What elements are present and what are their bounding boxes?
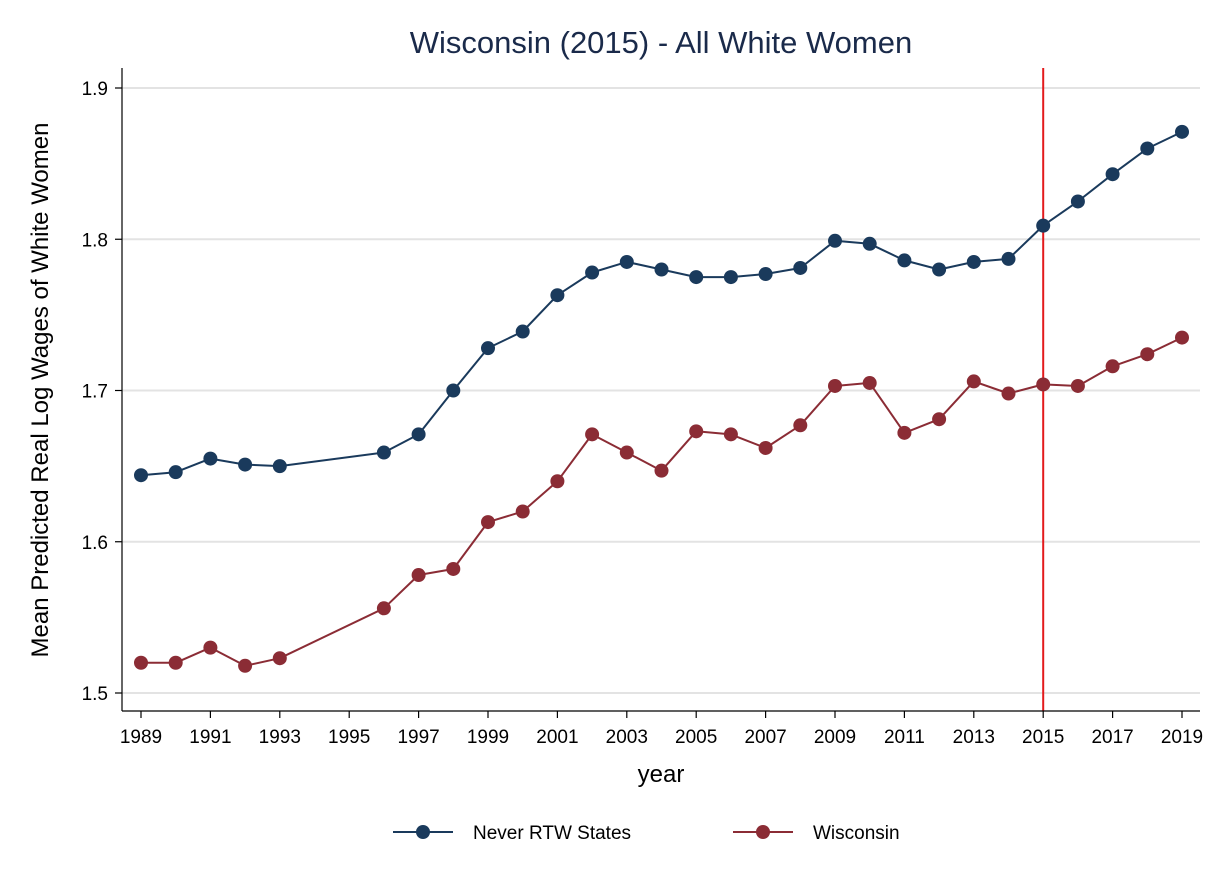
data-point bbox=[1036, 377, 1051, 392]
axes bbox=[121, 68, 1200, 712]
data-point bbox=[411, 568, 426, 583]
data-point bbox=[134, 468, 148, 483]
x-ticks: 1989 1991 1993 1995 1997 1999 2001 2003 2005 2007… bbox=[120, 711, 1203, 748]
x-tick-label: 1995 bbox=[328, 727, 370, 748]
legend-label-never-rtw: Never RTW States bbox=[473, 823, 631, 844]
data-point bbox=[932, 262, 947, 277]
data-point bbox=[723, 270, 738, 285]
data-point bbox=[1070, 378, 1085, 393]
x-tick-label: 2005 bbox=[675, 727, 717, 748]
data-point bbox=[272, 651, 287, 666]
data-point bbox=[1105, 167, 1120, 182]
x-axis-title: year bbox=[638, 761, 685, 788]
data-point bbox=[758, 267, 773, 282]
x-tick-label: 1991 bbox=[189, 727, 231, 748]
data-point bbox=[1001, 386, 1016, 401]
data-point bbox=[168, 465, 183, 480]
x-tick-label: 2001 bbox=[536, 727, 578, 748]
legend-swatch-marker bbox=[416, 825, 430, 839]
series-never-rtw-states bbox=[134, 124, 1189, 483]
data-point bbox=[203, 451, 218, 466]
data-point bbox=[828, 233, 842, 248]
x-tick-label: 2011 bbox=[884, 727, 925, 748]
x-tick-label: 1989 bbox=[120, 727, 162, 748]
series-wisconsin bbox=[134, 330, 1189, 673]
legend-item-never-rtw: Never RTW States bbox=[393, 823, 631, 844]
data-point bbox=[376, 445, 391, 460]
data-point bbox=[654, 262, 669, 277]
data-point bbox=[134, 655, 148, 670]
x-tick-label: 2009 bbox=[814, 727, 856, 748]
x-tick-label: 1993 bbox=[259, 727, 301, 748]
legend-item-wisconsin: Wisconsin bbox=[733, 823, 900, 844]
y-tick-label: 1.7 bbox=[82, 382, 108, 403]
x-tick-label: 2015 bbox=[1022, 727, 1064, 748]
data-point bbox=[828, 378, 842, 393]
data-point bbox=[862, 375, 877, 390]
data-point bbox=[168, 655, 183, 670]
x-tick-label: 2017 bbox=[1091, 727, 1133, 748]
data-point bbox=[376, 601, 391, 616]
data-point bbox=[619, 445, 634, 460]
data-point bbox=[1175, 124, 1189, 139]
data-point bbox=[897, 425, 912, 440]
data-point bbox=[897, 253, 912, 268]
chart-title: Wisconsin (2015) - All White Women bbox=[410, 25, 912, 60]
data-point bbox=[550, 288, 565, 303]
data-point bbox=[411, 427, 426, 442]
x-tick-label: 1997 bbox=[397, 727, 439, 748]
data-point bbox=[481, 515, 495, 530]
data-point bbox=[585, 427, 600, 442]
data-point bbox=[1036, 218, 1051, 233]
data-point bbox=[585, 265, 600, 280]
legend-swatch-marker bbox=[756, 825, 770, 839]
data-point bbox=[272, 459, 287, 474]
data-point bbox=[203, 640, 218, 655]
legend-label-wisconsin: Wisconsin bbox=[813, 823, 900, 844]
data-point bbox=[793, 260, 808, 275]
data-point bbox=[689, 424, 704, 439]
data-point bbox=[619, 254, 634, 269]
x-tick-label: 1999 bbox=[467, 727, 509, 748]
data-point bbox=[238, 457, 253, 472]
y-tick-label: 1.5 bbox=[82, 684, 108, 705]
data-point bbox=[689, 270, 704, 285]
data-point bbox=[1140, 141, 1155, 156]
series-group bbox=[134, 124, 1189, 673]
data-point bbox=[932, 412, 947, 427]
y-ticks: 1.5 1.6 1.7 1.8 1.9 bbox=[82, 79, 122, 705]
legend: Never RTW States Wisconsin bbox=[393, 823, 900, 844]
y-tick-label: 1.8 bbox=[82, 230, 108, 251]
x-tick-label: 2007 bbox=[744, 727, 786, 748]
data-point bbox=[723, 427, 738, 442]
data-point bbox=[793, 418, 808, 433]
data-point bbox=[550, 474, 565, 489]
data-point bbox=[966, 254, 981, 269]
x-tick-label: 2019 bbox=[1161, 727, 1203, 748]
data-point bbox=[758, 440, 773, 455]
data-point bbox=[1105, 359, 1120, 374]
data-point bbox=[862, 236, 877, 251]
x-tick-label: 2003 bbox=[606, 727, 648, 748]
data-point bbox=[515, 324, 530, 339]
data-point bbox=[654, 463, 669, 478]
y-axis-title: Mean Predicted Real Log Wages of White W… bbox=[27, 123, 54, 658]
data-point bbox=[446, 561, 461, 576]
data-point bbox=[1175, 330, 1189, 345]
data-point bbox=[1070, 194, 1085, 209]
data-point bbox=[515, 504, 530, 519]
data-point bbox=[966, 374, 981, 389]
y-tick-label: 1.9 bbox=[82, 79, 108, 100]
data-point bbox=[1140, 347, 1155, 362]
y-tick-label: 1.6 bbox=[82, 533, 108, 554]
data-point bbox=[238, 658, 253, 673]
x-tick-label: 2013 bbox=[953, 727, 995, 748]
data-point bbox=[446, 383, 461, 398]
data-point bbox=[1001, 251, 1016, 266]
data-point bbox=[481, 341, 495, 356]
